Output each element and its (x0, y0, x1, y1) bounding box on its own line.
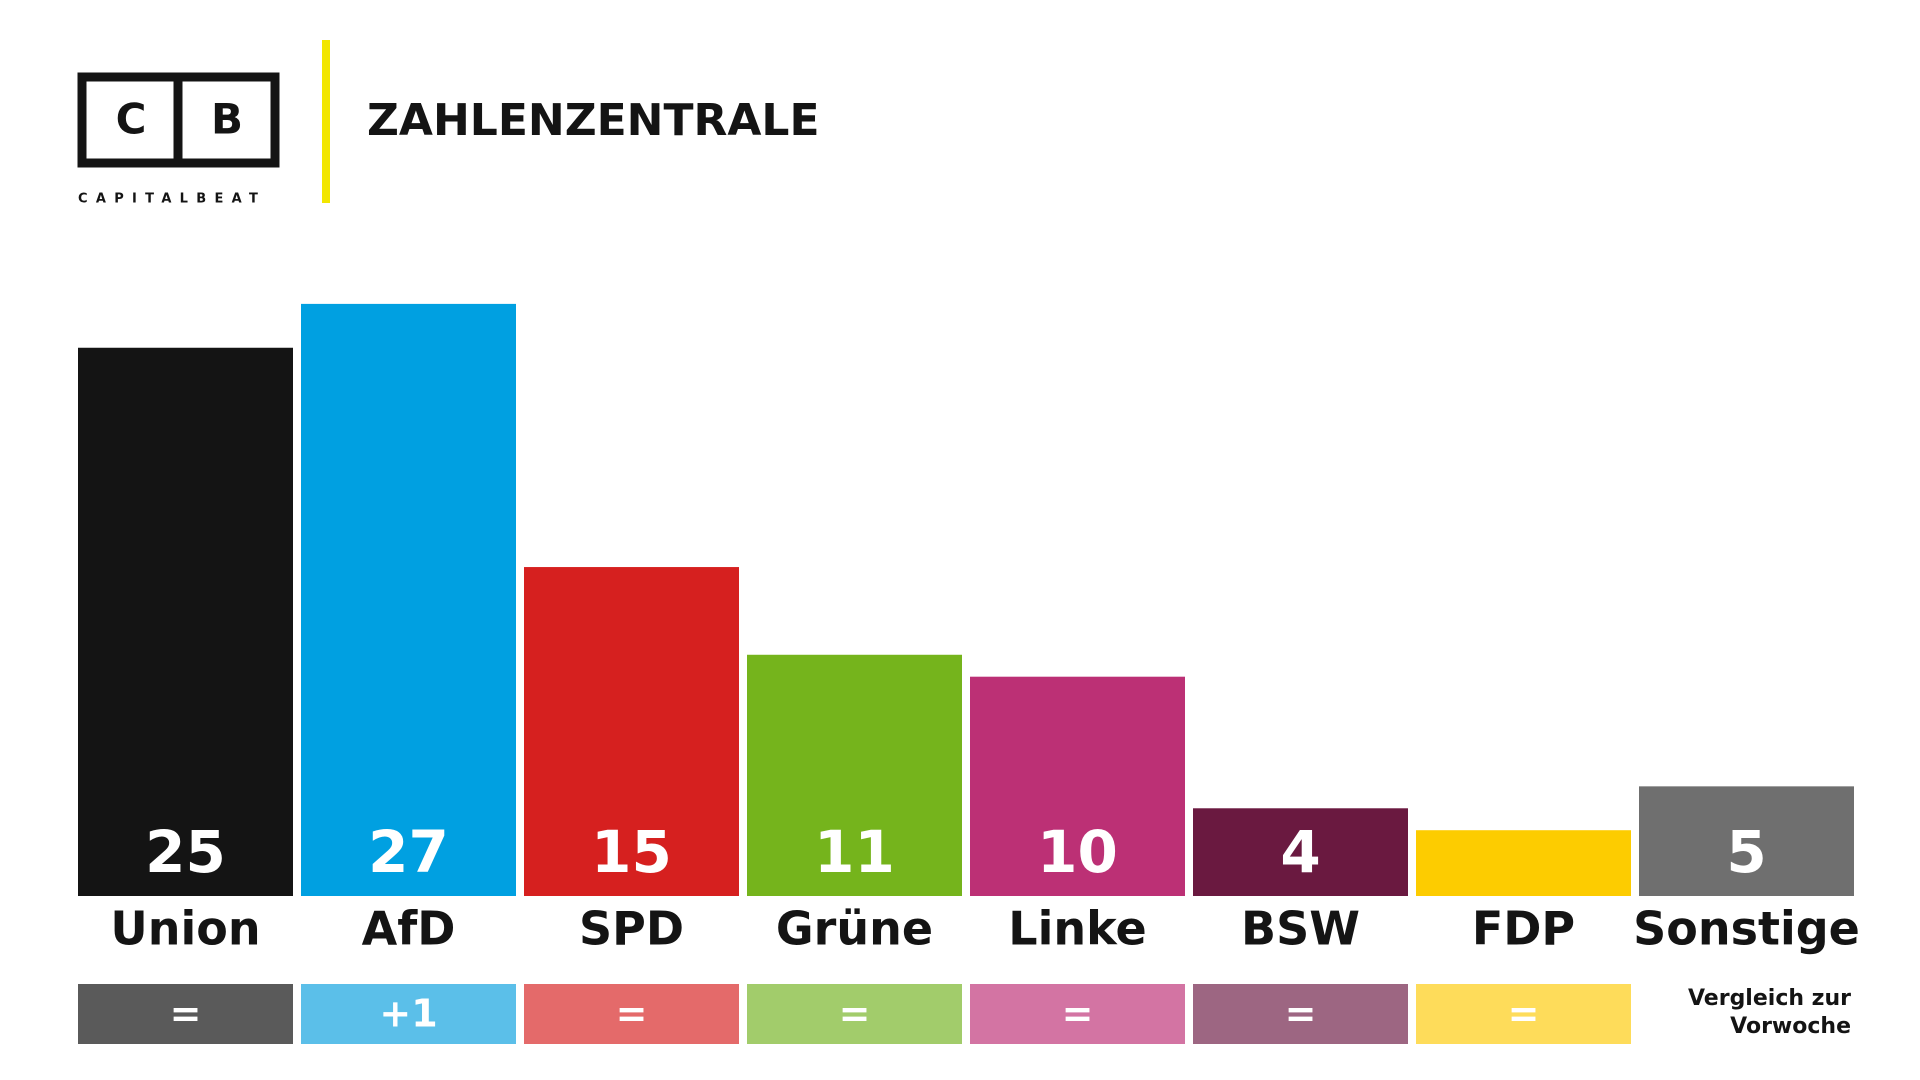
logo-letter: C (116, 95, 147, 144)
bar (301, 303, 516, 896)
change-label: = (616, 992, 648, 1036)
change-label: = (1285, 992, 1317, 1036)
change-note: Vorwoche (1730, 1014, 1851, 1039)
change-label: = (170, 992, 202, 1036)
category-label: FDP (1472, 902, 1575, 956)
category-label: Union (110, 902, 260, 956)
change-label: = (1508, 992, 1540, 1036)
logo-letter: B (211, 95, 243, 144)
change-box (1416, 984, 1631, 1044)
change-note: Vergleich zur (1688, 986, 1851, 1011)
bar (747, 654, 962, 896)
value-label: 11 (814, 818, 895, 886)
value-label: 27 (368, 818, 449, 886)
change-label: = (839, 992, 871, 1036)
category-label: BSW (1241, 902, 1360, 956)
change-box (1193, 984, 1408, 1044)
bar (970, 676, 1185, 896)
logo: C B CAPITALBEAT (77, 72, 280, 207)
change-label: = (1062, 992, 1094, 1036)
value-label: 5 (1726, 818, 1766, 886)
chart-title: ZAHLENZENTRALE (367, 95, 820, 146)
value-label: 25 (145, 818, 226, 886)
change-label: +1 (379, 992, 437, 1036)
category-label: SPD (579, 902, 684, 956)
change-box (301, 984, 516, 1044)
value-label: 4 (1280, 818, 1320, 886)
category-label: Grüne (776, 902, 933, 956)
bar (1416, 830, 1631, 896)
change-box (747, 984, 962, 1044)
divider (322, 40, 330, 203)
category-label: Sonstige (1633, 902, 1860, 956)
change-box (78, 984, 293, 1044)
bar (1639, 786, 1854, 896)
logo-wordmark: CAPITALBEAT (78, 192, 266, 207)
value-label: 10 (1037, 818, 1118, 886)
bar (78, 347, 293, 896)
bar (524, 567, 739, 896)
category-label: AfD (362, 902, 456, 956)
change-box (970, 984, 1185, 1044)
value-label: 15 (591, 818, 672, 886)
category-label: Linke (1008, 902, 1146, 956)
bar (1193, 808, 1408, 896)
change-box (524, 984, 739, 1044)
